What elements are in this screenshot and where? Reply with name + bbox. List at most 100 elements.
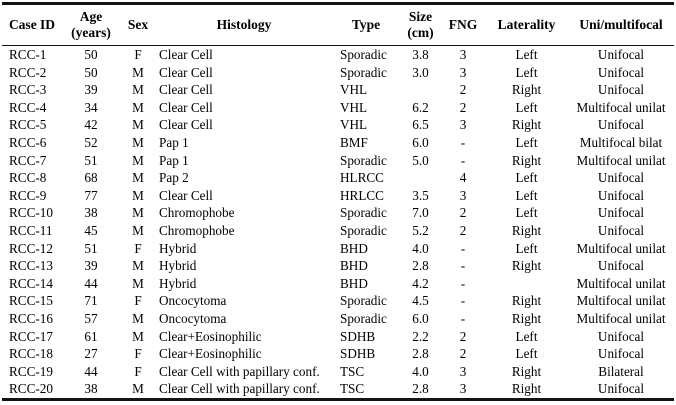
table-cell: 3 (459, 187, 467, 203)
table-cell: 52 (84, 134, 98, 150)
table-cell: VHL (340, 99, 368, 115)
table-cell: Hybrid (159, 275, 197, 291)
table-cell: HLRCC (340, 170, 384, 186)
table-cell: TSC (340, 381, 365, 397)
column-header: Histology (216, 17, 272, 33)
table-cell: RCC-2 (9, 64, 47, 80)
table-cell: 50 (84, 64, 98, 80)
table-cell: RCC-1 (9, 47, 47, 62)
table-cell: Multifocal unilat (576, 99, 666, 115)
table-cell: SDHB (340, 328, 376, 344)
table-cell (400, 81, 441, 99)
table-cell: Unifocal (597, 47, 645, 62)
table-cell: RCC-18 (9, 346, 53, 362)
table-cell: RCC-11 (9, 222, 53, 238)
table-cell: Clear+Eosinophilic (159, 346, 262, 362)
table-cell: 39 (84, 82, 98, 98)
table-cell: Sporadic (340, 205, 387, 221)
table-cell: BHD (340, 275, 368, 291)
table-row: RCC-10 38 M Chromophobe Sporadic 7.0 2 Left Unif… (2, 204, 674, 222)
table-cell: Oncocytoma (159, 310, 227, 326)
table-cell: Clear Cell (159, 47, 213, 62)
table-cell: 5.2 (412, 222, 429, 238)
table-cell: M (132, 275, 144, 291)
table-row: RCC-6 52 M Pap 1 BMF 6.0 - Left Multifocal bilat (2, 134, 674, 152)
table-cell: RCC-14 (9, 275, 53, 291)
table-cell: Right (511, 82, 542, 98)
table-cell: Sporadic (340, 310, 387, 326)
table-cell: M (132, 117, 144, 133)
table-cell: Left (515, 99, 538, 115)
table-cell: 2 (459, 99, 467, 115)
table-cell: F (134, 47, 142, 62)
table-cell: 51 (84, 152, 98, 168)
table-cell: 4.5 (412, 293, 429, 309)
table-cell: RCC-16 (9, 310, 53, 326)
table-cell: Unifocal (597, 258, 645, 274)
table-cell: - (460, 134, 466, 150)
table-cell: RCC-15 (9, 293, 53, 309)
table-cell: 5.0 (412, 152, 429, 168)
table-cell: Left (515, 346, 538, 362)
table-cell: Right (511, 117, 542, 133)
table-row: RCC-7 51 M Pap 1 Sporadic 5.0 - Right Multifocal… (2, 152, 674, 170)
table-cell: BHD (340, 240, 368, 256)
table-cell: RCC-10 (9, 205, 53, 221)
table-cell: M (132, 134, 144, 150)
rcc-cases-table: Case ID Age (years) Sex Histology Type Size (… (2, 2, 674, 401)
table-cell: VHL (340, 117, 368, 133)
table-cell: Left (515, 47, 538, 62)
table-cell: Multifocal bilat (579, 134, 663, 150)
table-cell: Left (515, 64, 538, 80)
table-body: RCC-1 50 F Clear Cell Sporadic 3.8 3 Left Unifoc… (2, 46, 674, 400)
table-row: RCC-13 39 M Hybrid BHD 2.8 - Right Unifocal (2, 257, 674, 275)
table-cell: - (460, 293, 466, 309)
column-header: FNG (448, 17, 478, 33)
table-cell: BHD (340, 258, 368, 274)
table-cell: 3 (459, 363, 467, 379)
table-cell: Right (511, 152, 542, 168)
table-cell: Unifocal (597, 346, 645, 362)
table-cell: Sporadic (340, 222, 387, 238)
column-header: Size (cm) (407, 9, 434, 40)
table-cell: VHL (340, 82, 368, 98)
table-cell: Unifocal (597, 117, 645, 133)
table-cell: Multifocal unilat (576, 310, 666, 326)
table-cell: 6.0 (412, 310, 429, 326)
column-header: Type (351, 17, 381, 33)
table-cell: 3.8 (412, 47, 429, 62)
column-header: Case ID (8, 17, 56, 33)
table-cell: RCC-13 (9, 258, 53, 274)
table-row: RCC-5 42 M Clear Cell VHL 6.5 3 Right Unifocal (2, 116, 674, 134)
table-row: RCC-18 27 F Clear+Eosinophilic SDHB 2.8 2 Left U… (2, 345, 674, 363)
table-cell: 2 (459, 82, 467, 98)
table-cell: Bilateral (598, 363, 644, 379)
table-cell: Clear+Eosinophilic (159, 328, 262, 344)
table-cell: 2 (459, 346, 467, 362)
table-cell: Right (511, 222, 542, 238)
table-cell: Sporadic (340, 64, 387, 80)
table-row: RCC-19 44 F Clear Cell with papillary conf.… (2, 363, 674, 381)
table-cell: Unifocal (597, 328, 645, 344)
table-cell: M (132, 187, 144, 203)
table-cell: 4.2 (412, 275, 429, 291)
table-cell: M (132, 64, 144, 80)
table-cell: Chromophobe (159, 222, 235, 238)
table-cell: RCC-19 (9, 363, 53, 379)
table-cell: RCC-12 (9, 240, 53, 256)
table-cell: Unifocal (597, 170, 645, 186)
table-cell: F (134, 346, 142, 362)
table-cell: 38 (84, 205, 98, 221)
table-cell: 6.2 (412, 99, 429, 115)
table-row: RCC-4 34 M Clear Cell VHL 6.2 2 Left Multifocal … (2, 99, 674, 117)
table-cell: BMF (340, 134, 368, 150)
table-cell: Clear Cell with papillary conf. (159, 381, 320, 397)
table-cell: M (132, 152, 144, 168)
table-cell: Pap 1 (159, 134, 189, 150)
table-cell: Sporadic (340, 47, 387, 62)
table-cell: - (460, 240, 466, 256)
table-cell (400, 169, 441, 187)
column-header: Laterality (497, 17, 556, 33)
table-cell: 27 (84, 346, 98, 362)
table-cell: 61 (84, 328, 98, 344)
